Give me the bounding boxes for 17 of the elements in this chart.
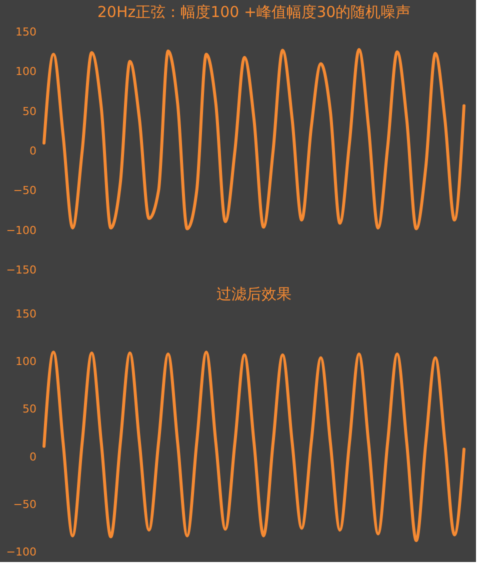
line-series: [42, 350, 466, 542]
line-series: [42, 48, 466, 230]
y-tick-label: 50: [22, 104, 36, 118]
y-tick-label: −100: [6, 224, 36, 237]
y-tick-label: 50: [22, 402, 36, 416]
y-tick-label: 100: [16, 65, 36, 78]
chart-title: 过滤后效果: [216, 285, 292, 303]
y-tick-label: 100: [16, 355, 36, 368]
y-tick-label: −100: [6, 546, 36, 558]
y-tick-label: −50: [13, 184, 36, 198]
y-tick-label: 0: [30, 450, 36, 464]
y-tick-label: −50: [13, 498, 36, 511]
y-tick-label: −150: [6, 264, 36, 276]
y-tick-label: 150: [16, 26, 36, 38]
chart-title: 20Hz正弦：幅度100 +峰值幅度30的随机噪声: [97, 3, 411, 21]
y-tick-label: 0: [30, 144, 36, 158]
y-tick-label: 150: [16, 308, 36, 320]
